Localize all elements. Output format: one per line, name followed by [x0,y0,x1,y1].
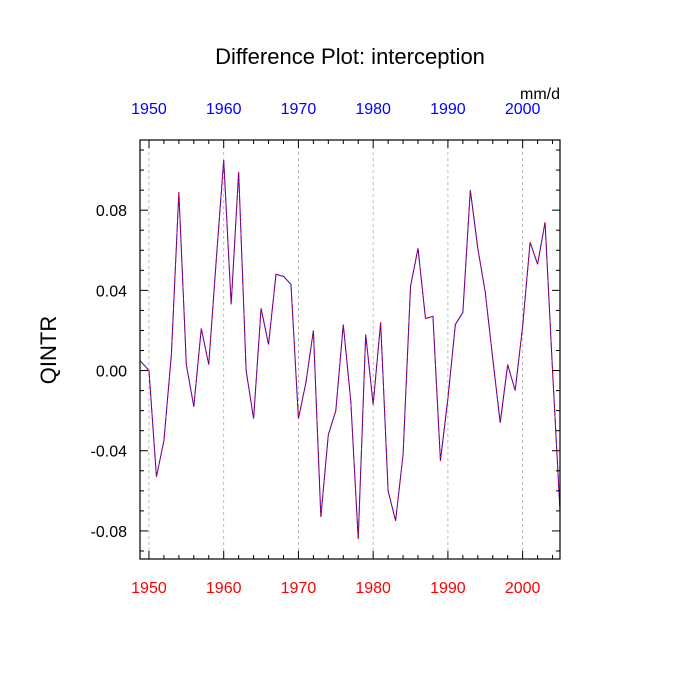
y-axis-label: QINTR [36,316,61,384]
series-line-2 [139,160,561,539]
plot-frame [139,139,561,560]
x-tick-label-top: 1950 [131,101,167,118]
x-tick-label-bottom: 1960 [206,580,242,597]
x-tick-label-bottom: 1980 [355,580,391,597]
units-label: mm/d [520,86,560,103]
y-tick-label: 0.04 [96,283,127,300]
x-tick-label-top: 1960 [206,101,242,118]
chart-title: Difference Plot: interception [215,44,485,69]
y-tick-label: 0.00 [96,364,127,381]
x-tick-label-top: 1980 [355,101,391,118]
x-tick-label-top: 1990 [430,101,466,118]
x-tick-label-bottom: 2000 [505,580,541,597]
x-tick-label-bottom: 1950 [131,580,167,597]
series-group [139,160,561,539]
y-tick-label: -0.04 [91,444,128,461]
grid [148,140,524,559]
x-tick-label-top: 1970 [281,101,317,118]
axes: 1950 1950 1960 1960 1970 1970 1980 1980 1990 1990… [91,101,560,597]
x-tick-label-bottom: 1970 [281,580,317,597]
x-tick-label-top: 2000 [505,101,541,118]
y-tick-label: 0.08 [96,203,127,220]
y-tick-label: -0.08 [91,524,128,541]
x-tick-label-bottom: 1990 [430,580,466,597]
